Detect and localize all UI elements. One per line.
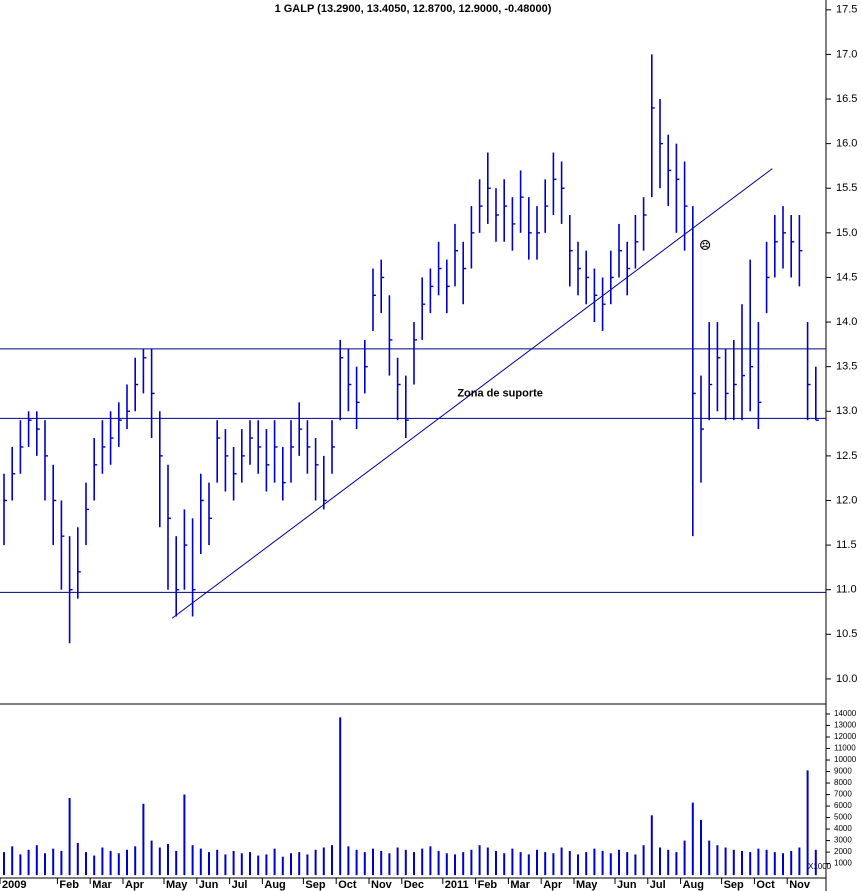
- chart-title: 1 GALP (13.2900, 13.4050, 12.8700, 12.90…: [275, 3, 552, 15]
- volume-tick-label: 1000: [834, 859, 852, 868]
- trend-line: [171, 168, 773, 619]
- x-tick-label: Mar: [92, 879, 112, 891]
- y-tick-label: 13.0: [836, 405, 857, 417]
- volume-tick-label: 4000: [834, 824, 852, 833]
- x-tick-label: Dec: [404, 879, 424, 891]
- x-tick-label: Sep: [724, 879, 744, 891]
- volume-tick-label: 3000: [834, 836, 852, 845]
- y-tick-label: 10.5: [836, 628, 857, 640]
- x-tick-label: Apr: [125, 879, 145, 891]
- x-tick-label: Jun: [199, 879, 219, 891]
- x-tick-label: Feb: [478, 879, 498, 891]
- x-tick-label: 2011: [445, 879, 469, 891]
- x-tick-label: Jun: [617, 879, 637, 891]
- x-tick-label: Nov: [371, 879, 393, 891]
- y-tick-label: 15.5: [836, 182, 857, 194]
- x-tick-label: Sep: [305, 879, 325, 891]
- y-tick-label: 12.0: [836, 494, 857, 506]
- volume-tick-label: 2000: [834, 847, 852, 856]
- x-tick-label: Jul: [650, 879, 666, 891]
- y-tick-label: 14.0: [836, 316, 857, 328]
- volume-tick-label: 8000: [834, 778, 852, 787]
- y-tick-label: 11.0: [836, 584, 857, 596]
- volume-tick-label: 10000: [834, 755, 857, 764]
- x-tick-label: Feb: [59, 879, 79, 891]
- volume-tick-label: 6000: [834, 801, 852, 810]
- volume-tick-label: 9000: [834, 767, 852, 776]
- y-tick-label: 14.5: [836, 271, 857, 283]
- x-tick-label: Apr: [543, 879, 563, 891]
- volume-tick-label: 14000: [834, 709, 857, 718]
- y-tick-label: 12.5: [836, 450, 857, 462]
- volume-tick-label: 5000: [834, 813, 852, 822]
- x-tick-label: Aug: [264, 879, 285, 891]
- y-tick-label: 17.0: [836, 48, 857, 60]
- y-tick-label: 16.0: [836, 138, 857, 150]
- x-tick-label: Aug: [683, 879, 704, 891]
- y-tick-label: 15.0: [836, 227, 857, 239]
- x-tick-label: 2009: [2, 879, 26, 891]
- volume-tick-label: 12000: [834, 732, 857, 741]
- x-tick-label: Oct: [756, 879, 775, 891]
- volume-tick-label: 13000: [834, 721, 857, 730]
- annotation: ☹: [699, 239, 710, 252]
- y-tick-label: 16.5: [836, 93, 857, 105]
- volume-unit: X1000: [808, 862, 832, 871]
- annotation: Zona de suporte: [457, 387, 543, 399]
- x-tick-label: Jul: [232, 879, 248, 891]
- y-tick-label: 11.5: [836, 539, 857, 551]
- x-tick-label: May: [166, 879, 188, 891]
- volume-tick-label: 7000: [834, 790, 852, 799]
- x-tick-label: Oct: [338, 879, 357, 891]
- y-tick-label: 17.5: [836, 4, 857, 16]
- y-tick-label: 13.5: [836, 361, 857, 373]
- x-tick-label: May: [576, 879, 598, 891]
- x-tick-label: Nov: [789, 879, 811, 891]
- volume-tick-label: 11000: [834, 744, 856, 753]
- y-tick-label: 10.0: [836, 673, 857, 685]
- x-tick-label: Mar: [510, 879, 530, 891]
